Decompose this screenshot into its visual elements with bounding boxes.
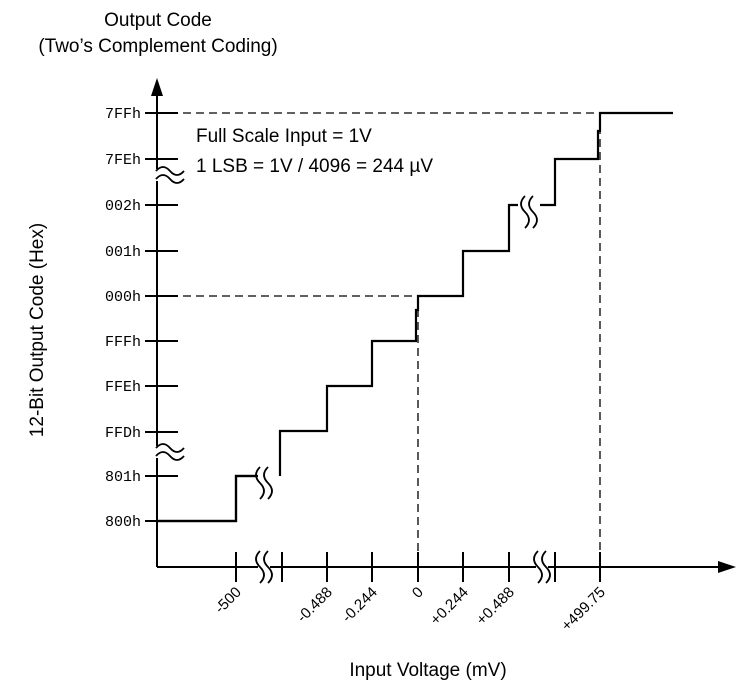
- break-mark: [263, 550, 273, 584]
- y-tick-label: 001h: [105, 244, 141, 261]
- x-axis-label: Input Voltage (mV): [349, 660, 506, 681]
- y-tick-label: FFFh: [105, 334, 141, 351]
- note: 1 LSB = 1V / 4096 = 244 µV: [196, 156, 433, 177]
- break-gap: [258, 551, 270, 583]
- break-gap: [156, 169, 184, 181]
- break-mark: [155, 166, 185, 176]
- transfer-curve: [157, 111, 673, 523]
- y-tick-label: 7FFh: [105, 106, 141, 123]
- y-axis-label: 12-Bit Output Code (Hex): [27, 223, 48, 437]
- y-tick-label: 801h: [105, 469, 141, 486]
- break-mark: [533, 550, 543, 584]
- break-mark: [263, 466, 273, 500]
- y-tick-label: FFEh: [105, 379, 141, 396]
- break-mark: [541, 550, 551, 584]
- break-mark: [520, 195, 530, 229]
- x-tick-label: -0.244: [339, 584, 381, 626]
- y-tick-label: 002h: [105, 198, 141, 215]
- y-arrow: [151, 78, 163, 96]
- ticks: [145, 112, 601, 582]
- guides: [157, 112, 601, 567]
- break-mark: [528, 195, 538, 229]
- x-tick-label: 0: [409, 584, 427, 602]
- break-gap: [523, 196, 535, 228]
- x-arrow: [718, 561, 736, 573]
- x-tick-label: -500: [212, 584, 245, 617]
- title: Output Code: [104, 10, 212, 31]
- break-gap: [156, 446, 184, 458]
- x-tick-label: -0.488: [294, 584, 336, 626]
- break-gap: [536, 551, 548, 583]
- y-tick-label: 800h: [105, 514, 141, 531]
- transfer-curve: [157, 474, 256, 523]
- x-tick-label: +0.244: [427, 584, 472, 629]
- break-mark: [255, 466, 265, 500]
- y-tick-label: 7FEh: [105, 152, 141, 169]
- break-mark: [155, 451, 185, 461]
- y-tick-label: 000h: [105, 289, 141, 306]
- break-mark: [255, 550, 265, 584]
- note: Full Scale Input = 1V: [196, 126, 372, 147]
- break-gap: [258, 467, 270, 499]
- y-tick-label: FFDh: [105, 425, 141, 442]
- subtitle: (Two’s Complement Coding): [38, 36, 277, 57]
- x-tick-label: +499.75: [558, 584, 609, 635]
- breaks: [155, 166, 551, 584]
- break-mark: [155, 174, 185, 184]
- x-tick-label: +0.488: [473, 584, 518, 629]
- break-mark: [155, 443, 185, 453]
